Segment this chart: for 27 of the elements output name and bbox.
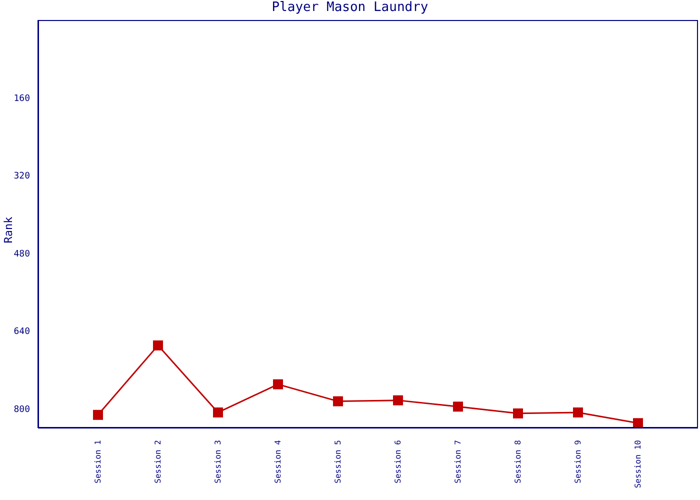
point [513,408,523,418]
point [213,407,223,418]
y-tick-label: 800 [14,404,30,415]
y-axis-title: Rank [2,216,15,244]
y-tick-label: 640 [14,327,30,338]
x-tick-label: Session 10 [634,440,642,488]
x-tick-label: Session 3 [214,440,222,484]
y-tick-label: 160 [14,94,30,104]
point [633,418,643,428]
point [453,402,463,412]
x-tick-label: Session 7 [454,440,462,484]
point [273,379,283,390]
x-tick-label: Session 1 [94,440,102,484]
x-tick-label: Session 4 [274,440,282,484]
x-tick-label: Session 9 [574,440,582,484]
point [153,340,163,350]
x-tick-label: Session 6 [394,440,402,484]
x-tick-label: Session 5 [334,440,342,484]
x-tick-label: Session 8 [514,440,522,484]
point [333,396,343,406]
y-tick-label: 320 [14,172,30,182]
point [93,410,103,420]
point [573,407,583,418]
y-tick-label: 480 [14,249,30,260]
x-tick-label: Session 2 [154,440,162,484]
chart-title: Player Mason Laundry [270,0,430,15]
point [393,395,403,406]
